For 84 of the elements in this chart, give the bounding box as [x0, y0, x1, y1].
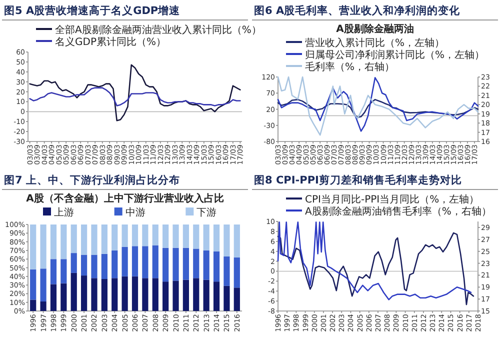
legend-label: 归属母公司净利润累计同比（%，左轴） [305, 49, 485, 61]
bar [122, 246, 128, 276]
legend-label: A股剔除金融两油销售毛利率（%，右轴） [305, 206, 492, 218]
bar [30, 300, 36, 311]
bar [50, 284, 57, 311]
bar [203, 250, 210, 280]
legend-label: 毛利率（%，右轴） [305, 61, 395, 73]
bar [91, 278, 98, 311]
bar [234, 224, 240, 258]
legend-label: 全部A股剔除金融两油营业收入累计同比（%） [55, 24, 262, 36]
bar [142, 224, 148, 246]
bar [70, 224, 77, 254]
bar [172, 224, 179, 248]
bar [234, 288, 240, 311]
bar [213, 282, 220, 311]
bar [50, 224, 57, 260]
bar [203, 224, 210, 250]
bar [40, 224, 46, 269]
bar [40, 268, 46, 302]
line-series [277, 232, 474, 306]
bar [193, 248, 200, 278]
bar [182, 248, 190, 280]
bar [193, 224, 200, 249]
bar [162, 224, 169, 248]
line-series [29, 87, 241, 106]
chart-subtitle: A股剔除金融两油 [336, 23, 414, 35]
bar [142, 278, 148, 311]
bar [60, 283, 67, 311]
bar [142, 246, 148, 278]
bar [193, 278, 200, 311]
bar [80, 276, 88, 311]
bar [101, 224, 108, 254]
line-series [277, 221, 472, 300]
bar [132, 276, 138, 311]
bar [172, 248, 179, 281]
bar [152, 224, 158, 246]
bar [224, 256, 230, 286]
bar [152, 245, 158, 278]
bar [152, 278, 158, 311]
bar [172, 280, 179, 311]
legend-label: 名义GDP累计同比（%） [55, 36, 166, 48]
bar [101, 278, 108, 311]
chart-subtitle: A股（不含金融）上中下游行业营业收入占比 [26, 192, 224, 204]
line-series [277, 98, 479, 118]
bar [224, 286, 230, 311]
line-series [29, 64, 241, 122]
bar [60, 224, 67, 260]
bar [70, 253, 77, 273]
legend-label: 下游 [196, 206, 217, 218]
bar [213, 251, 220, 282]
bar [70, 272, 77, 311]
legend-label: 中游 [125, 206, 146, 218]
legend-label: 营业收入累计同比（%，左轴） [305, 37, 445, 49]
chart-title: 图7 上、中、下游行业利润占比分布 [4, 174, 180, 186]
bar [182, 224, 190, 248]
bar [122, 276, 128, 311]
bar [213, 224, 220, 252]
bar [80, 224, 88, 255]
bar [40, 301, 46, 311]
bar [50, 259, 57, 284]
bar [60, 259, 67, 284]
bar [101, 254, 108, 279]
bar [91, 224, 98, 255]
bar [203, 280, 210, 311]
bar [91, 254, 98, 278]
bar [112, 250, 118, 278]
bar [112, 224, 118, 250]
bar [30, 269, 36, 300]
bar [30, 224, 36, 270]
chart-title: 图8 CPI-PPI剪刀差和销售毛利率走势对比 [254, 174, 462, 186]
bar [112, 278, 118, 311]
legend-label: 上游 [54, 206, 74, 218]
legend-label: CPI当月同比-PPI当月同比（%，左轴） [305, 194, 480, 206]
bar [182, 280, 190, 311]
bar [122, 224, 128, 247]
bar [132, 224, 138, 246]
bar [234, 257, 240, 288]
chart-title: 图5 A股营收增速高于名义GDP增速 [4, 4, 182, 17]
bar [162, 248, 169, 282]
bar [80, 254, 88, 276]
bar [162, 282, 169, 311]
chart-title: 图6 A股毛利率、营业收入和净利润的变化 [254, 4, 462, 17]
bar [132, 246, 138, 276]
bar [224, 224, 230, 257]
